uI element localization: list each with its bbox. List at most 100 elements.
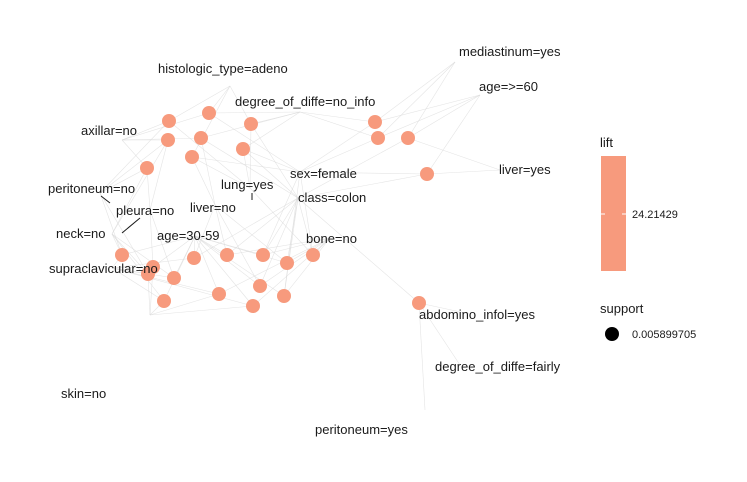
- edge: [214, 204, 228, 256]
- edge: [229, 85, 252, 125]
- item-label-lung-yes: lung=yes: [221, 177, 274, 192]
- legend-support: support 0.005899705: [600, 301, 696, 341]
- item-label-peritoneum-no: peritoneum=no: [48, 181, 135, 196]
- edge: [191, 156, 301, 173]
- edge: [299, 137, 379, 173]
- edge: [163, 235, 196, 302]
- edge: [111, 267, 165, 302]
- item-label-neck-no: neck=no: [56, 226, 106, 241]
- legend-support-title: support: [600, 301, 644, 316]
- rule-node-8[interactable]: [185, 150, 199, 164]
- edge: [208, 112, 301, 173]
- edge: [259, 197, 299, 287]
- item-label-liver-yes: liver=yes: [499, 162, 551, 177]
- rule-node-7[interactable]: [140, 161, 154, 175]
- legend-support-value: 0.005899705: [632, 329, 696, 341]
- rule-node-6[interactable]: [236, 142, 250, 156]
- rule-node-17[interactable]: [256, 248, 270, 262]
- edge: [111, 139, 169, 235]
- rule-node-5[interactable]: [161, 133, 175, 147]
- edge: [149, 293, 220, 316]
- edge: [299, 111, 376, 123]
- edge: [208, 111, 301, 114]
- item-label-age30: age=30-59: [157, 228, 220, 243]
- item-label-liver-no: liver=no: [190, 200, 236, 215]
- rule-node-9[interactable]: [368, 115, 382, 129]
- edge: [262, 237, 331, 256]
- edge: [283, 171, 301, 297]
- edge: [149, 305, 254, 316]
- edge: [191, 85, 231, 158]
- rule-node-2[interactable]: [162, 114, 176, 128]
- edge: [149, 209, 175, 279]
- legend-lift: lift 24.21429: [600, 135, 678, 271]
- item-label-diffe-noinfo: degree_of_diffe=no_info: [235, 94, 375, 109]
- rule-node-10[interactable]: [401, 131, 415, 145]
- edge: [407, 94, 481, 139]
- item-label-age60: age=>=60: [479, 79, 538, 94]
- legend-lift-colorbar: [601, 156, 626, 271]
- edge: [111, 233, 165, 302]
- rule-node-layer: [115, 106, 434, 313]
- edge: [377, 61, 456, 139]
- edge: [111, 267, 220, 295]
- item-label-axillar: axillar=no: [81, 123, 137, 138]
- edge: [214, 204, 261, 287]
- rule-node-19[interactable]: [306, 248, 320, 262]
- edge: [193, 204, 216, 259]
- edge: [149, 209, 154, 268]
- rule-node-15[interactable]: [187, 251, 201, 265]
- label-leader: [121, 217, 141, 234]
- edge: [149, 139, 169, 211]
- edge: [99, 192, 123, 256]
- edge: [152, 235, 196, 268]
- item-label-sex-female: sex=female: [290, 166, 357, 181]
- item-label-mediastinum: mediastinum=yes: [459, 44, 561, 59]
- rule-node-21[interactable]: [212, 287, 226, 301]
- rule-node-18[interactable]: [280, 256, 294, 270]
- rule-node-24[interactable]: [246, 299, 260, 313]
- edge: [99, 192, 149, 275]
- rule-node-12[interactable]: [420, 167, 434, 181]
- edge: [418, 302, 426, 411]
- edge: [374, 94, 481, 123]
- rule-node-25[interactable]: [157, 294, 171, 308]
- rule-node-11[interactable]: [371, 131, 385, 145]
- edge: [146, 167, 151, 211]
- edge: [299, 121, 376, 173]
- edge: [111, 167, 148, 235]
- item-label-skin-no: skin=no: [61, 386, 106, 401]
- rule-node-26[interactable]: [141, 267, 155, 281]
- label-leader: [100, 195, 111, 204]
- edge: [418, 302, 461, 366]
- edge: [374, 61, 456, 123]
- edge: [99, 120, 170, 194]
- edge: [297, 137, 409, 199]
- rule-node-1[interactable]: [202, 106, 216, 120]
- item-label-histologic-type: histologic_type=adeno: [158, 61, 288, 76]
- edge: [259, 237, 331, 287]
- edge: [111, 267, 254, 307]
- rule-node-4[interactable]: [194, 131, 208, 145]
- item-label-pleura-no: pleura=no: [116, 203, 174, 218]
- rule-node-22[interactable]: [253, 279, 267, 293]
- rule-node-20[interactable]: [167, 271, 181, 285]
- item-label-supraclavicular: supraclavicular=no: [49, 261, 158, 276]
- rule-node-3[interactable]: [244, 117, 258, 131]
- edge: [168, 120, 251, 189]
- edge: [191, 156, 251, 189]
- rule-node-23[interactable]: [277, 289, 291, 303]
- rule-node-13[interactable]: [115, 248, 129, 262]
- rule-node-27[interactable]: [412, 296, 426, 310]
- edge: [194, 235, 285, 297]
- legend-lift-value: 24.21429: [632, 209, 678, 221]
- legend-lift-title: lift: [600, 135, 613, 150]
- rule-node-16[interactable]: [220, 248, 234, 262]
- edge: [214, 204, 288, 264]
- edge: [407, 137, 501, 171]
- edge: [200, 137, 216, 206]
- edge: [262, 197, 299, 256]
- edge: [99, 139, 169, 194]
